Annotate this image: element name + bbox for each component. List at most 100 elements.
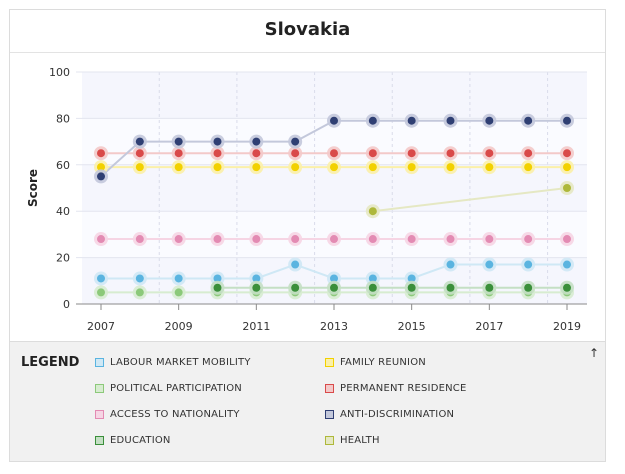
- data-point: [291, 137, 300, 146]
- legend-item[interactable]: ACCESS TO NATIONALITY: [95, 409, 240, 420]
- legend-label: LABOUR MARKET MOBILITY: [110, 357, 251, 368]
- data-point: [368, 116, 377, 125]
- data-point: [252, 163, 261, 172]
- title-bar: Slovakia: [10, 10, 605, 53]
- y-tick-label: 20: [56, 252, 70, 265]
- data-point: [563, 283, 571, 292]
- data-point: [174, 149, 183, 158]
- data-point: [563, 235, 571, 244]
- data-point: [213, 274, 222, 283]
- data-point: [135, 163, 144, 172]
- data-point: [524, 283, 533, 292]
- data-point: [446, 163, 455, 172]
- chart-title: Slovakia: [264, 19, 351, 40]
- legend-swatch: [95, 384, 104, 393]
- data-point: [446, 149, 455, 158]
- legend-item[interactable]: LABOUR MARKET MOBILITY: [95, 357, 251, 368]
- data-point: [291, 235, 300, 244]
- data-point: [485, 235, 494, 244]
- legend-item[interactable]: PERMANENT RESIDENCE: [325, 383, 467, 394]
- legend-label: FAMILY REUNION: [340, 357, 426, 368]
- data-point: [368, 149, 377, 158]
- legend-swatch: [95, 358, 104, 367]
- data-point: [213, 283, 222, 292]
- data-point: [252, 235, 261, 244]
- data-point: [368, 283, 377, 292]
- x-tick-label: 2017: [475, 320, 503, 333]
- data-point: [407, 235, 416, 244]
- x-tick-label: 2009: [165, 320, 193, 333]
- data-point: [524, 235, 533, 244]
- x-tick-label: 2007: [87, 320, 115, 333]
- data-point: [330, 163, 338, 172]
- data-point: [252, 149, 261, 158]
- legend-label: HEALTH: [340, 435, 380, 446]
- data-point: [174, 235, 183, 244]
- legend-swatch: [325, 410, 334, 419]
- legend-item[interactable]: EDUCATION: [95, 435, 171, 446]
- data-point: [97, 149, 105, 158]
- plot-band: [82, 72, 587, 119]
- arrow-up-icon[interactable]: ↑: [588, 346, 599, 360]
- x-tick-label: 2015: [398, 320, 426, 333]
- data-point: [135, 137, 144, 146]
- data-point: [407, 274, 416, 283]
- y-tick-label: 100: [49, 66, 70, 79]
- data-point: [135, 235, 144, 244]
- data-point: [135, 288, 144, 297]
- data-point: [407, 163, 416, 172]
- data-point: [563, 260, 571, 269]
- data-point: [213, 137, 222, 146]
- legend-item[interactable]: POLITICAL PARTICIPATION: [95, 383, 242, 394]
- y-tick-label: 80: [56, 112, 70, 125]
- data-point: [368, 274, 377, 283]
- data-point: [174, 274, 183, 283]
- legend-swatch: [95, 436, 104, 445]
- legend-item[interactable]: FAMILY REUNION: [325, 357, 426, 368]
- data-point: [252, 274, 261, 283]
- data-point: [97, 288, 105, 297]
- data-point: [485, 149, 494, 158]
- series-line: [372, 187, 568, 213]
- data-point: [330, 235, 338, 244]
- data-point: [368, 207, 377, 216]
- legend-item[interactable]: ANTI-DISCRIMINATION: [325, 409, 454, 420]
- data-point: [213, 235, 222, 244]
- data-point: [485, 163, 494, 172]
- data-point: [174, 137, 183, 146]
- data-point: [563, 149, 571, 158]
- data-point: [330, 116, 338, 125]
- legend-item[interactable]: HEALTH: [325, 435, 380, 446]
- data-point: [174, 288, 183, 297]
- data-point: [407, 283, 416, 292]
- data-point: [291, 260, 300, 269]
- data-point: [330, 149, 338, 158]
- legend-label: POLITICAL PARTICIPATION: [110, 383, 242, 394]
- x-tick-label: 2013: [320, 320, 348, 333]
- data-point: [563, 163, 571, 172]
- y-tick-label: 60: [56, 159, 70, 172]
- data-point: [485, 116, 494, 125]
- data-point: [524, 163, 533, 172]
- data-point: [563, 184, 571, 192]
- data-point: [174, 163, 183, 172]
- data-point: [97, 163, 105, 172]
- data-point: [252, 137, 261, 146]
- data-point: [97, 172, 105, 181]
- legend-label: ACCESS TO NATIONALITY: [110, 409, 240, 420]
- legend: LEGEND ↑ LABOUR MARKET MOBILITY FAMILY RE…: [9, 341, 606, 462]
- data-point: [368, 163, 377, 172]
- y-axis-label: Score: [26, 169, 40, 207]
- data-point: [213, 163, 222, 172]
- data-point: [97, 235, 105, 244]
- x-tick-label: 2011: [242, 320, 270, 333]
- data-point: [291, 149, 300, 158]
- data-point: [407, 116, 416, 125]
- data-point: [446, 283, 455, 292]
- legend-swatch: [325, 384, 334, 393]
- data-point: [446, 116, 455, 125]
- data-point: [135, 149, 144, 158]
- data-point: [407, 149, 416, 158]
- data-point: [97, 274, 105, 283]
